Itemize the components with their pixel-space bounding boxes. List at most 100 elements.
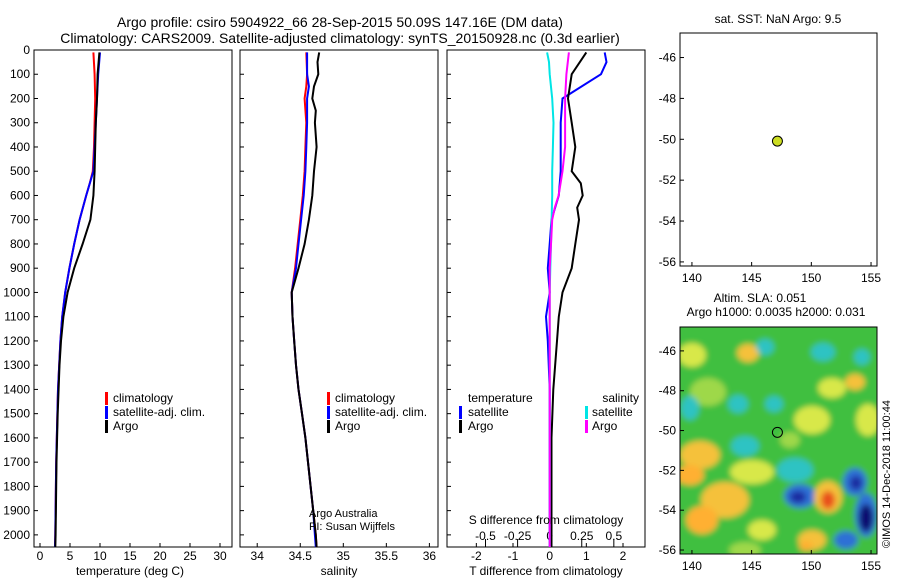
depth-tick-labels: 0 100 200 300 400 500 600 700 800 900 1000 1100 1200…: [3, 43, 30, 542]
depth-tick-label: 0: [23, 43, 30, 57]
s-diff-tick-label: 0.25: [570, 529, 594, 543]
depth-tick-label: 300: [10, 116, 30, 130]
differences-legend: temperature satellite Argo salinity sate…: [459, 391, 639, 433]
sal-legend-satellite: satellite-adj. clim.: [335, 405, 427, 419]
series-line-climatology: [54, 52, 97, 548]
depth-tick-label: 1300: [3, 358, 30, 372]
x-tick-label: 25: [183, 549, 197, 563]
difference-x-ticks: -2 -1 0 1 2: [471, 543, 627, 563]
depth-tick-label: 1700: [3, 455, 30, 469]
x-tick-label: 0: [37, 549, 44, 563]
sal-legend-climatology: climatology: [335, 391, 395, 405]
lat-tick-label: -50: [659, 424, 677, 438]
pi-label: PI: Susan Wijffels: [309, 521, 395, 533]
lat-tick-label: -54: [659, 214, 677, 228]
depth-tick-label: 400: [10, 140, 30, 154]
lat-tick-label: -48: [659, 91, 677, 105]
depth-tick-label: 1600: [3, 431, 30, 445]
depth-tick-label: 2000: [3, 528, 30, 542]
s-diff-tick-label: 0.5: [605, 529, 622, 543]
salinity-depth-ticks: [240, 49, 244, 536]
lon-tick-label: 155: [861, 271, 881, 285]
lon-tick-label: 150: [801, 271, 821, 285]
temp-legend-satellite: satellite-adj. clim.: [113, 405, 205, 419]
x-tick-label: 0: [546, 549, 553, 563]
difference-depth-ticks: [447, 49, 451, 536]
lon-tick-label: 150: [801, 559, 821, 573]
figure-title-line2: Climatology: CARS2009. Satellite-adjuste…: [60, 30, 620, 46]
depth-tick-label: 1400: [3, 382, 30, 396]
depth-tick-label: 200: [10, 91, 30, 105]
depth-tick-label: 900: [10, 261, 30, 275]
temperature-lines: [54, 52, 101, 548]
diff-legend-temperature-heading: temperature: [468, 391, 533, 405]
salinity-panel: 34 34.5 35 35.5 36 salinity climatology sate…: [239, 49, 439, 578]
sla-map-title: Altim. SLA: 0.051: [714, 291, 807, 305]
diff-legend-sal-argo: Argo: [592, 419, 618, 433]
sla-map-ticks: -46 -48 -50 -52 -54 -56 140 145 150 155: [659, 344, 882, 573]
s-difference-label: S difference from climatology: [469, 513, 624, 527]
lon-tick-label: 155: [861, 559, 881, 573]
sla-argo-location-marker: [771, 426, 783, 438]
depth-tick-label: 1800: [3, 479, 30, 493]
sla-map-subtitle: Argo h1000: 0.0035 h2000: 0.031: [687, 305, 866, 319]
x-tick-label: 35: [337, 549, 351, 563]
series-line-satellite-adj-clim-: [290, 52, 317, 548]
x-tick-label: 34: [251, 549, 265, 563]
sst-argo-location-marker: [771, 135, 783, 147]
difference-lines: [544, 51, 608, 547]
x-tick-label: 10: [93, 549, 107, 563]
temperature-panel: 0100200300400500600700800900100011001200…: [3, 43, 233, 578]
t-difference-x-label: T difference from climatology: [469, 564, 623, 578]
argo-australia-label: Argo Australia: [309, 508, 378, 520]
depth-tick-label: 1900: [3, 504, 30, 518]
x-tick-label: 35.5: [375, 549, 399, 563]
series-line-argo: [290, 52, 321, 548]
x-tick-label: 1: [583, 549, 590, 563]
salinity-x-label: salinity: [321, 564, 358, 578]
x-tick-label: 34.5: [289, 549, 313, 563]
s-diff-tick-label: -0.5: [475, 529, 496, 543]
lat-tick-label: -50: [659, 132, 677, 146]
depth-tick-label: 700: [10, 213, 30, 227]
sla-map-panel: Altim. SLA: 0.051 Argo h1000: 0.0035 h20…: [659, 291, 882, 573]
figure-title-line1: Argo profile: csiro 5904922_66 28-Sep-20…: [117, 14, 563, 30]
lat-tick-label: -52: [659, 173, 677, 187]
temp-legend-climatology: climatology: [113, 391, 173, 405]
sal-legend-argo: Argo: [335, 419, 361, 433]
lon-tick-label: 145: [742, 559, 762, 573]
imos-credit: ©IMOS 14-Dec-2018 11:00:44: [881, 400, 893, 548]
depth-tick-label: 1100: [4, 310, 30, 324]
lon-tick-label: 145: [742, 271, 762, 285]
series-line-satellite-adj-clim-: [54, 52, 101, 548]
lat-tick-label: -56: [659, 543, 677, 557]
temperature-x-ticks: 0 5 10 15 20 25 30: [37, 543, 227, 563]
depth-tick-label: 1500: [3, 407, 30, 421]
temp-legend-argo: Argo: [113, 419, 139, 433]
series-line-climatology: [290, 52, 318, 548]
series-line-salinity-argo: [548, 52, 570, 547]
lat-tick-label: -46: [659, 344, 677, 358]
series-line-temperature-argo: [550, 51, 588, 547]
lat-tick-label: -48: [659, 384, 677, 398]
lon-tick-label: 140: [682, 271, 702, 285]
series-line-argo: [54, 52, 101, 548]
depth-tick-label: 500: [10, 164, 30, 178]
s-diff-tick-label: -0.25: [504, 529, 532, 543]
temperature-legend: climatology satellite-adj. clim. Argo: [105, 391, 205, 433]
depth-tick-label: 800: [10, 237, 30, 251]
salinity-x-ticks: 34 34.5 35 35.5 36: [251, 543, 437, 563]
x-tick-label: 20: [153, 549, 167, 563]
diff-legend-sal-satellite: satellite: [592, 405, 633, 419]
sst-map-panel: sat. SST: NaN Argo: 9.5 -46-48-50-52-54-…: [659, 12, 882, 285]
temperature-depth-ticks: [34, 49, 38, 536]
lat-tick-label: -54: [659, 503, 677, 517]
depth-tick-label: 1200: [3, 334, 30, 348]
series-line-temperature-satellite: [544, 52, 608, 547]
lat-tick-label: -46: [659, 51, 677, 65]
diff-legend-temp-satellite: satellite: [468, 405, 509, 419]
salinity-legend: climatology satellite-adj. clim. Argo: [327, 391, 427, 433]
temperature-x-label: temperature (deg C): [76, 564, 184, 578]
x-tick-label: 36: [423, 549, 437, 563]
